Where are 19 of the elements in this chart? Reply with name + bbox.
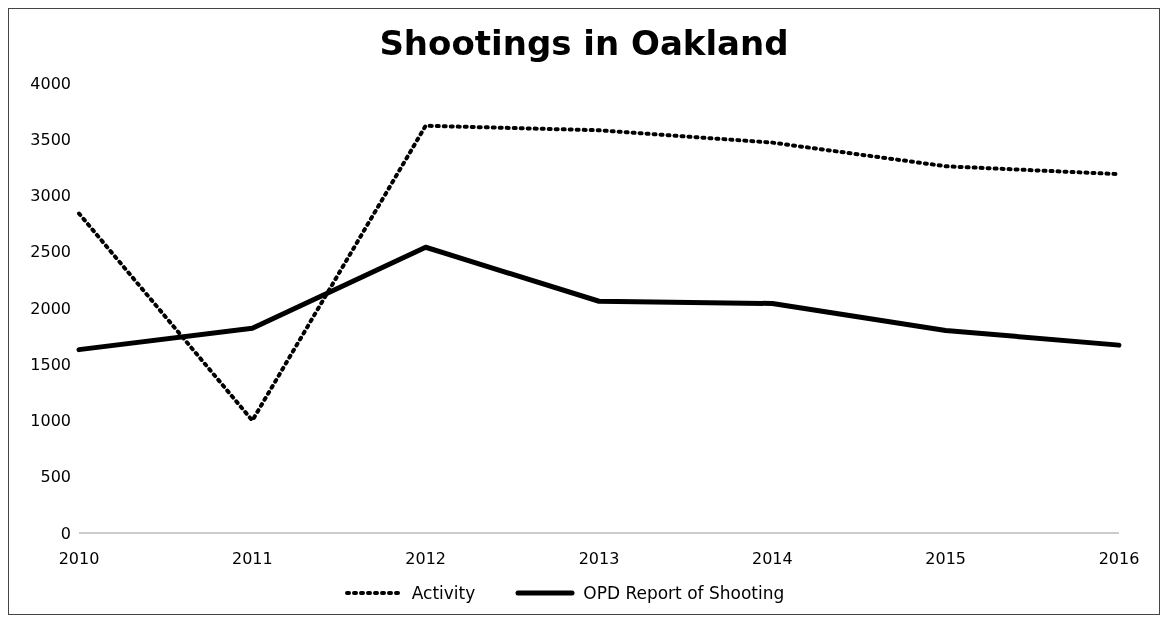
legend-label: OPD Report of Shooting <box>583 583 785 603</box>
y-tick-label: 3500 <box>30 129 71 149</box>
y-tick-label: 2000 <box>30 298 71 318</box>
y-tick-label: 1500 <box>30 354 71 374</box>
x-tick-label: 2011 <box>231 549 273 569</box>
chart-title: Shootings in Oakland <box>378 22 790 65</box>
x-tick-label: 2013 <box>578 549 620 569</box>
x-tick-label: 2010 <box>58 549 100 569</box>
x-tick-label: 2015 <box>925 549 967 569</box>
legend-label: Activity <box>411 583 476 603</box>
y-tick-label: 2500 <box>30 242 71 262</box>
y-tick-label: 1000 <box>30 411 71 431</box>
y-tick-label: 0 <box>60 523 71 543</box>
x-tick-label: 2016 <box>1098 549 1140 569</box>
x-tick-label: 2012 <box>405 549 447 569</box>
y-tick-label: 4000 <box>30 73 71 93</box>
x-tick-label: 2014 <box>751 549 793 569</box>
y-tick-label: 3000 <box>30 186 71 206</box>
y-tick-label: 500 <box>40 467 71 487</box>
